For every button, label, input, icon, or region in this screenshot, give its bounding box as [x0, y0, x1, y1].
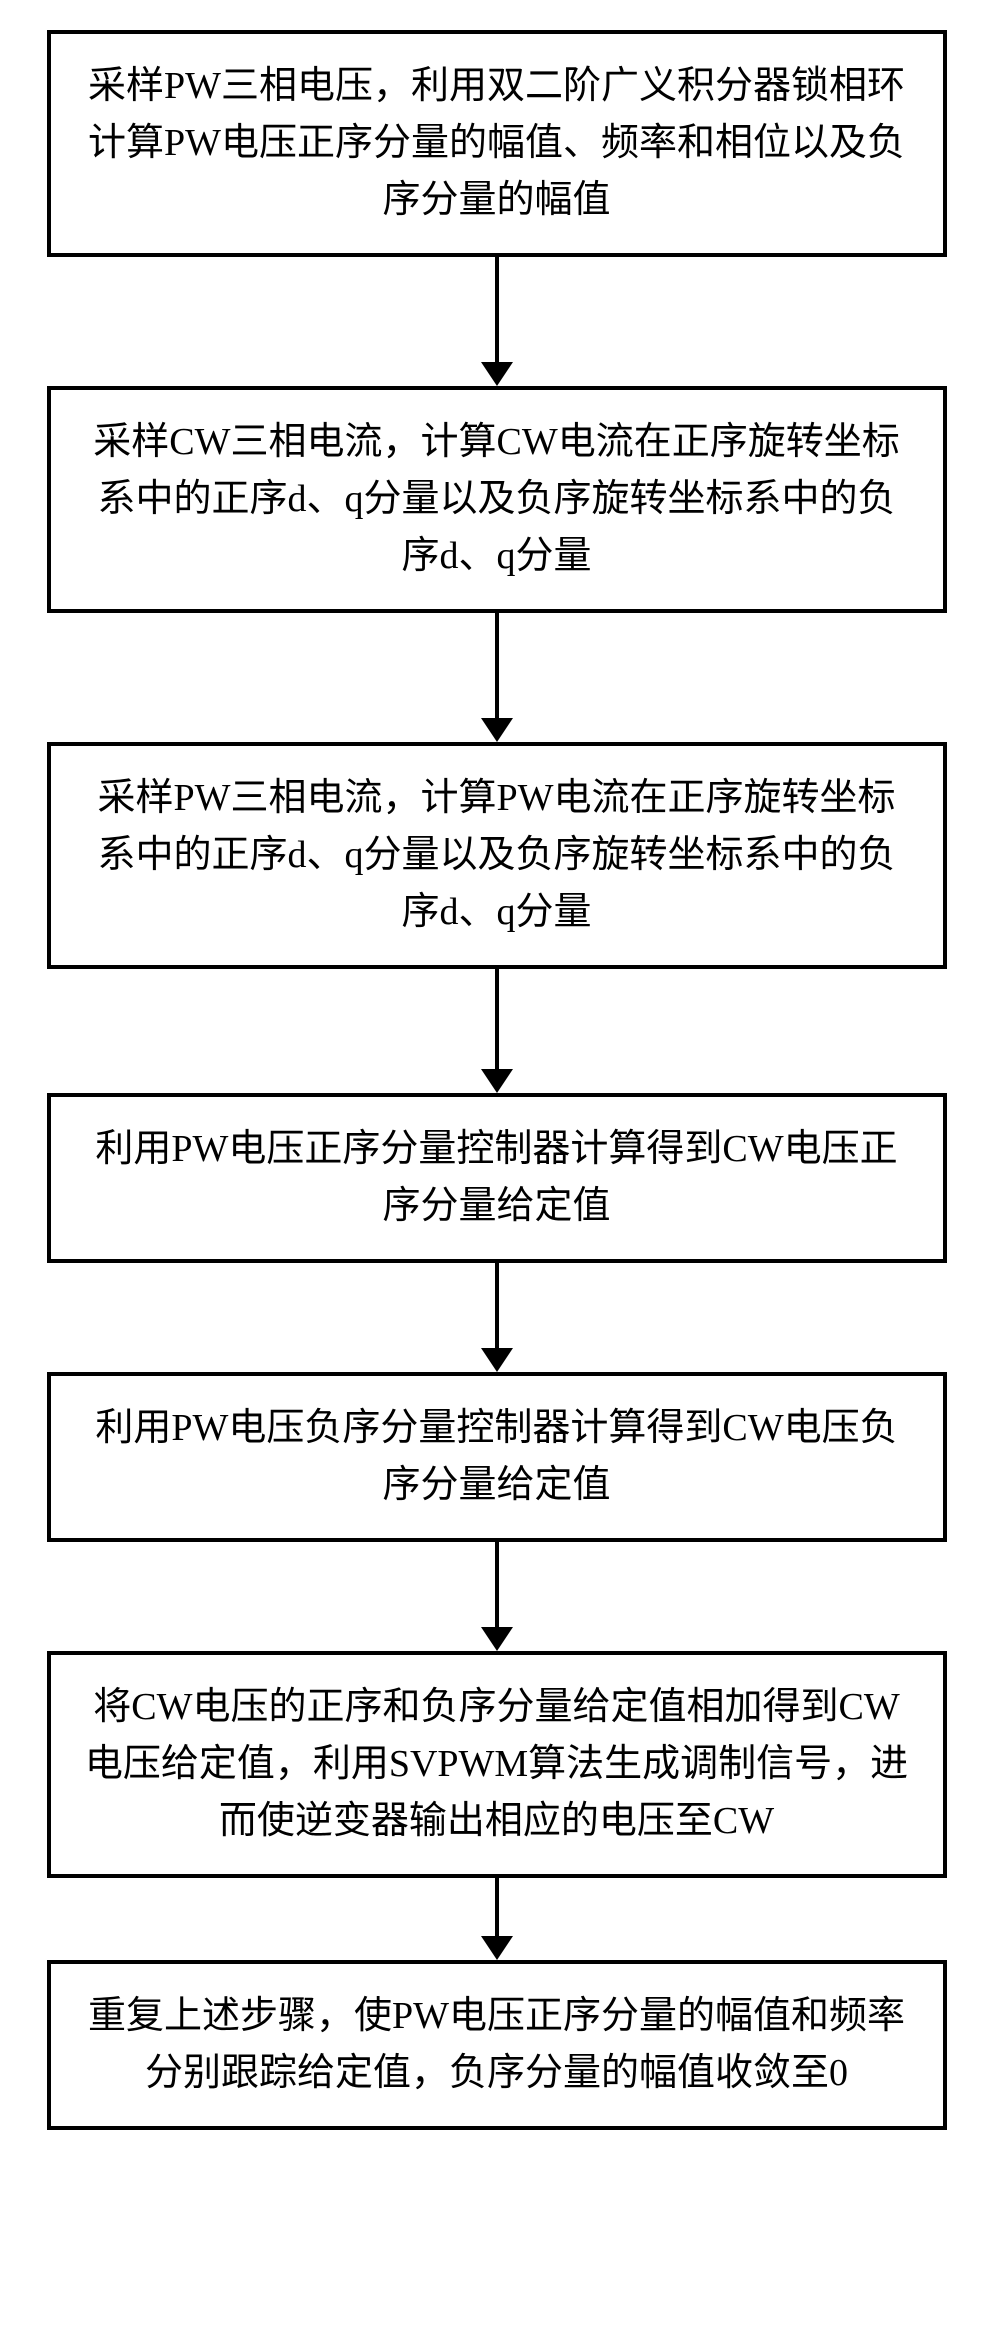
step-text: 采样CW三相电流，计算CW电流在正序旋转坐标系中的正序d、q分量以及负序旋转坐标… [93, 421, 899, 577]
flowchart-step-5: 利用PW电压负序分量控制器计算得到CW电压负序分量给定值 [47, 1372, 947, 1542]
flowchart-arrow-6 [481, 1878, 513, 1960]
arrow-line [495, 969, 499, 1069]
flowchart-step-3: 采样PW三相电流，计算PW电流在正序旋转坐标系中的正序d、q分量以及负序旋转坐标… [47, 742, 947, 969]
flowchart-step-4: 利用PW电压正序分量控制器计算得到CW电压正序分量给定值 [47, 1093, 947, 1263]
arrow-line [495, 1263, 499, 1348]
arrow-head-icon [481, 1936, 513, 1960]
flowchart-arrow-4 [481, 1263, 513, 1372]
arrow-line [495, 1542, 499, 1627]
arrow-line [495, 613, 499, 718]
step-text: 将CW电压的正序和负序分量给定值相加得到CW电压给定值，利用SVPWM算法生成调… [85, 1686, 908, 1842]
flowchart-container: 采样PW三相电压，利用双二阶广义积分器锁相环计算PW电压正序分量的幅值、频率和相… [47, 30, 947, 2130]
arrow-head-icon [481, 1069, 513, 1093]
flowchart-step-1: 采样PW三相电压，利用双二阶广义积分器锁相环计算PW电压正序分量的幅值、频率和相… [47, 30, 947, 257]
flowchart-step-2: 采样CW三相电流，计算CW电流在正序旋转坐标系中的正序d、q分量以及负序旋转坐标… [47, 386, 947, 613]
flowchart-arrow-5 [481, 1542, 513, 1651]
step-text: 采样PW三相电压，利用双二阶广义积分器锁相环计算PW电压正序分量的幅值、频率和相… [88, 65, 905, 221]
step-text: 利用PW电压负序分量控制器计算得到CW电压负序分量给定值 [95, 1407, 897, 1506]
arrow-head-icon [481, 1627, 513, 1651]
flowchart-step-6: 将CW电压的正序和负序分量给定值相加得到CW电压给定值，利用SVPWM算法生成调… [47, 1651, 947, 1878]
arrow-line [495, 1878, 499, 1936]
arrow-head-icon [481, 718, 513, 742]
flowchart-arrow-2 [481, 613, 513, 742]
arrow-head-icon [481, 1348, 513, 1372]
flowchart-arrow-3 [481, 969, 513, 1093]
flowchart-step-7: 重复上述步骤，使PW电压正序分量的幅值和频率分别跟踪给定值，负序分量的幅值收敛至… [47, 1960, 947, 2130]
step-text: 利用PW电压正序分量控制器计算得到CW电压正序分量给定值 [95, 1128, 897, 1227]
flowchart-arrow-1 [481, 257, 513, 386]
arrow-line [495, 257, 499, 362]
step-text: 采样PW三相电流，计算PW电流在正序旋转坐标系中的正序d、q分量以及负序旋转坐标… [97, 777, 895, 933]
arrow-head-icon [481, 362, 513, 386]
step-text: 重复上述步骤，使PW电压正序分量的幅值和频率分别跟踪给定值，负序分量的幅值收敛至… [88, 1995, 905, 2094]
